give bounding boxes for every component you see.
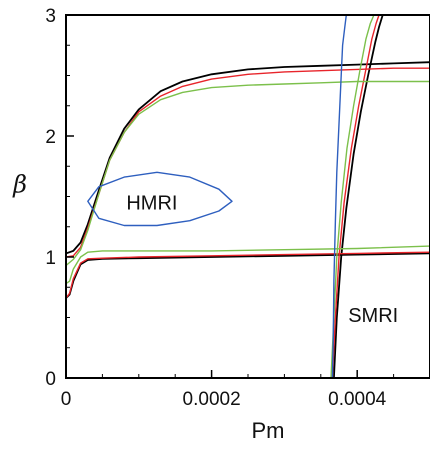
y-tick-label: 2 — [45, 127, 56, 148]
series-line-black-1 — [66, 252, 430, 299]
y-tick-label: 0 — [45, 369, 56, 390]
x-tick-label: 0.0004 — [328, 389, 387, 410]
series-line-green-6 — [66, 80, 430, 267]
series-line-green-7 — [66, 245, 430, 285]
x-axis-label: Pm — [252, 418, 285, 443]
series-line-black-2 — [333, 15, 384, 378]
y-tick-label: 3 — [45, 6, 56, 27]
annotation-hmri: HMRI — [126, 192, 177, 214]
ticks-layer: 0 1 2 3 0 0.0002 0.0004 HMRI SMRI — [45, 6, 398, 410]
annotation-smri: SMRI — [348, 305, 398, 327]
x-tick-label: 0.0002 — [183, 389, 241, 410]
series-line-red-5 — [331, 15, 380, 378]
y-axis-label: β — [12, 170, 27, 198]
series-line-blue-9 — [331, 15, 347, 378]
series-layer — [66, 15, 430, 378]
series-line-red-3 — [66, 67, 430, 258]
labels-layer: Pm β — [12, 170, 284, 443]
series-line-green-8 — [330, 15, 375, 378]
series-line-red-4 — [66, 251, 430, 299]
x-tick-label: 0 — [61, 389, 72, 410]
series-line-black-0 — [66, 61, 430, 255]
series-line-blue-10 — [87, 171, 233, 227]
y-tick-label: 1 — [45, 248, 56, 269]
